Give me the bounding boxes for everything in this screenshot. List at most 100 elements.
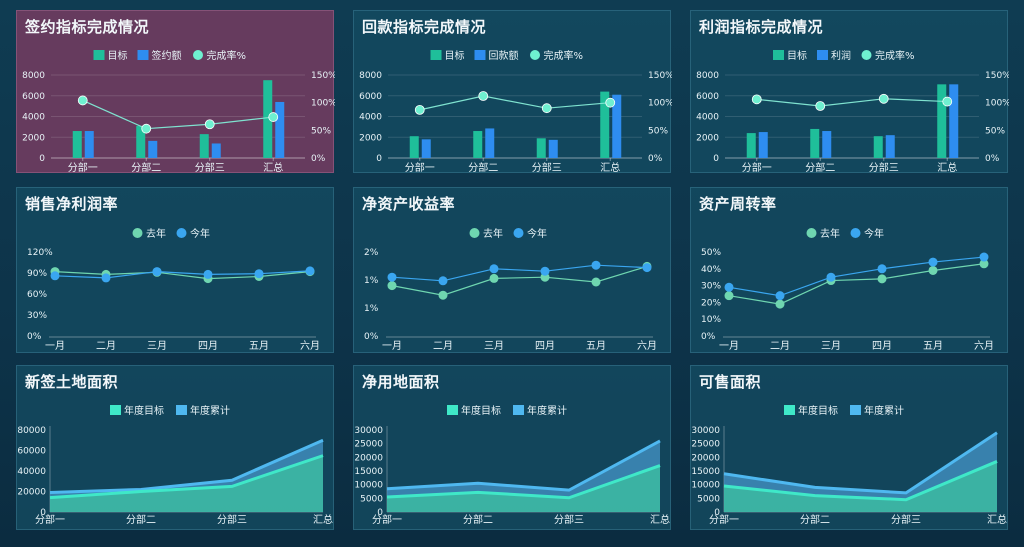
legend-swatch xyxy=(850,405,861,415)
line-cumulative xyxy=(386,439,661,492)
y-tick-label: 20% xyxy=(701,298,721,308)
series-last-year-line xyxy=(728,263,985,305)
panel-title: 回款指标完成情况 xyxy=(362,18,487,36)
y-tick-label: 0 xyxy=(377,508,383,518)
y-tick-label: 0 xyxy=(39,154,45,164)
x-tick-label: 分部二 xyxy=(800,513,830,526)
series-this-year-point xyxy=(489,264,499,274)
y-tick-label: 30000 xyxy=(691,426,720,436)
series-last-year-line xyxy=(391,265,648,296)
chart-profit: 目标 利润 完成率% 0 2000 4000 6000 8000 0% 50% 100% 150% 分部… xyxy=(696,49,1009,174)
y-tick-label: 1% xyxy=(364,304,379,314)
x-tick-label: 汇总 xyxy=(313,513,333,526)
series-this-year-line xyxy=(391,264,648,282)
x-tick-label: 分部一 xyxy=(68,161,98,174)
legend-label: 完成率% xyxy=(544,49,584,62)
x-tick-label: 一月 xyxy=(719,340,739,352)
y-tick-label: 4000 xyxy=(696,113,719,123)
x-tick-label: 四月 xyxy=(535,340,555,352)
series-this-year-point xyxy=(203,269,213,279)
panel-title: 销售净利润率 xyxy=(25,195,119,213)
panel-title: 利润指标完成情况 xyxy=(699,18,824,36)
y-tick-label: 40000 xyxy=(17,467,46,477)
y-tick-label: 6000 xyxy=(359,92,382,102)
panel-new-land: 新签土地面积 年度目标 年度累计 0 20000 40000 60000 80000 分部一 分… xyxy=(16,365,334,530)
area-target xyxy=(387,465,660,512)
panel-asset-turnover: 资产周转率 去年 今年 0% 10% 20% 30% 40% 50% 一月 二月 三月 四月 五月 六月 xyxy=(690,187,1008,353)
panel-net-land: 净用地面积 年度目标 年度累计 0 5000 10000 15000 20000 25000 3… xyxy=(353,365,671,530)
x-tick-label: 汇总 xyxy=(600,161,620,174)
legend-swatch xyxy=(773,50,784,60)
bar-target xyxy=(136,125,146,158)
series-this-year-point xyxy=(101,273,111,283)
x-tick-label: 三月 xyxy=(821,340,841,352)
legend-swatch xyxy=(474,50,486,60)
chart-saleable: 年度目标 年度累计 0 5000 10000 15000 20000 25000 30000 分部… xyxy=(691,404,1007,526)
y2-tick-label: 150% xyxy=(311,71,335,81)
y-tick-label: 30000 xyxy=(354,426,383,436)
legend-label: 年度目标 xyxy=(461,404,501,417)
bar-target xyxy=(600,91,610,158)
y-tick-label: 60% xyxy=(27,290,47,300)
legend-label: 年度目标 xyxy=(124,404,164,417)
bar-actual xyxy=(885,135,895,158)
chart-signing: 目标 签约额 完成率% 0 2000 4000 6000 8000 0% 50% 100% 150% 分… xyxy=(22,49,335,174)
x-tick-label: 分部三 xyxy=(869,161,899,174)
y-tick-label: 25000 xyxy=(691,440,720,450)
rate-point xyxy=(141,123,152,134)
bar-target xyxy=(473,131,483,158)
panel-title: 资产周转率 xyxy=(699,195,777,213)
x-tick-label: 汇总 xyxy=(650,513,670,526)
series-last-year-point xyxy=(775,299,785,309)
x-tick-label: 一月 xyxy=(45,340,65,352)
legend-swatch xyxy=(447,405,458,415)
legend-swatch xyxy=(430,50,442,60)
y-tick-label: 4000 xyxy=(22,113,45,123)
legend-label: 去年 xyxy=(820,227,840,240)
legend-label: 签约额 xyxy=(152,49,182,62)
x-tick-label: 分部二 xyxy=(131,161,161,174)
y-tick-label: 20000 xyxy=(354,453,383,463)
series-last-year-point xyxy=(387,281,397,291)
series-this-year-line xyxy=(54,270,311,279)
series-this-year-point xyxy=(387,272,397,282)
x-tick-label: 三月 xyxy=(147,340,167,352)
bar-target xyxy=(810,128,820,158)
legend-swatch xyxy=(193,50,203,60)
panel-collection: 回款指标完成情况 目标 回款额 完成率% 0 2000 4000 6000 8000 0% 50%… xyxy=(353,10,672,174)
x-tick-label: 分部一 xyxy=(372,513,402,526)
y2-tick-label: 0% xyxy=(985,154,1000,164)
legend-swatch xyxy=(137,50,149,60)
area-target xyxy=(50,455,323,512)
x-tick-label: 分部二 xyxy=(468,161,498,174)
x-tick-label: 五月 xyxy=(923,340,943,352)
line-cumulative xyxy=(723,431,998,495)
y2-tick-label: 150% xyxy=(648,71,672,81)
bar-target xyxy=(199,134,209,158)
legend-label: 目标 xyxy=(787,50,807,62)
chart-net-land: 年度目标 年度累计 0 5000 10000 15000 20000 25000 30000 分部… xyxy=(354,404,670,526)
legend-label: 今年 xyxy=(190,227,210,240)
y-tick-label: 50% xyxy=(701,248,721,258)
series-this-year-point xyxy=(438,276,448,286)
bar-actual xyxy=(612,94,622,158)
x-tick-label: 分部一 xyxy=(405,161,435,174)
panel-title: 签约指标完成情况 xyxy=(25,18,150,36)
legend-label: 年度累计 xyxy=(864,404,904,417)
x-tick-label: 分部三 xyxy=(554,513,584,526)
y-tick-label: 10% xyxy=(701,315,721,325)
bar-actual xyxy=(275,101,285,158)
legend-label: 目标 xyxy=(445,50,465,62)
panel-profit: 利润指标完成情况 目标 利润 完成率% 0 2000 4000 6000 8000 0% 50% 1… xyxy=(690,10,1009,174)
bar-actual xyxy=(548,139,558,158)
series-this-year-point xyxy=(724,282,734,292)
y-tick-label: 15000 xyxy=(691,467,720,477)
rate-point xyxy=(478,91,489,101)
bar-actual xyxy=(211,143,221,158)
y-tick-label: 0% xyxy=(27,332,42,342)
panel-net-margin: 销售净利润率 去年 今年 0% 30% 60% 90% 120% 一月 二月 三月 四月 五月 六月 xyxy=(16,187,334,353)
x-tick-label: 分部一 xyxy=(35,513,65,526)
rate-point xyxy=(605,97,616,108)
y-tick-label: 40% xyxy=(701,265,721,275)
y2-tick-label: 0% xyxy=(311,154,326,164)
